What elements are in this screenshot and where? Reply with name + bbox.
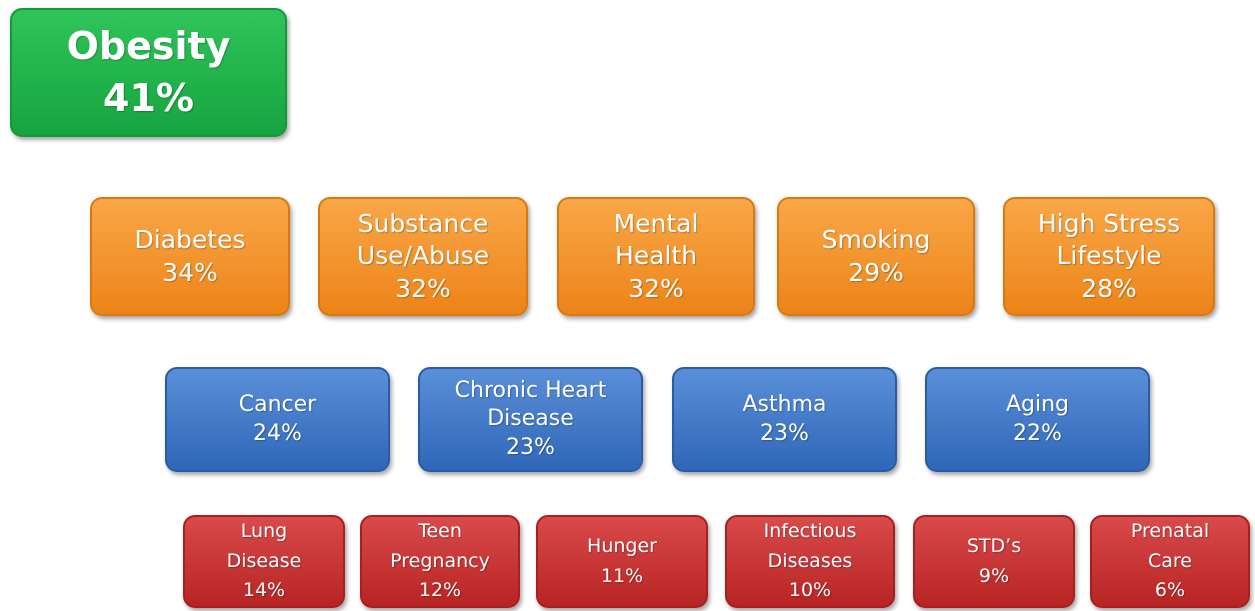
box-label: Hunger bbox=[587, 535, 657, 558]
box-label: Lung bbox=[240, 520, 288, 543]
box-value: 28% bbox=[1081, 273, 1137, 303]
box-value: 29% bbox=[848, 257, 904, 287]
box-value: 23% bbox=[506, 434, 555, 460]
box-label: Diseases bbox=[767, 549, 853, 572]
category-box: Teen Pregnancy 12% bbox=[360, 515, 520, 608]
box-value: 6% bbox=[1154, 579, 1186, 602]
box-label: Disease bbox=[226, 549, 302, 572]
box-label: Disease bbox=[487, 406, 574, 432]
category-box: Hunger 11% bbox=[536, 515, 708, 608]
box-label: Lifestyle bbox=[1056, 241, 1162, 271]
box-label: Prenatal bbox=[1130, 520, 1210, 543]
box-label: STD’s bbox=[966, 535, 1022, 558]
box-value: 11% bbox=[600, 564, 644, 587]
box-value: 24% bbox=[253, 420, 302, 446]
box-label: Obesity bbox=[66, 24, 231, 69]
box-label: Use/Abuse bbox=[356, 241, 490, 271]
box-label: Asthma bbox=[742, 391, 827, 417]
box-value: 23% bbox=[760, 420, 809, 446]
category-box: Mental Health 32% bbox=[557, 197, 755, 316]
category-box: STD’s 9% bbox=[913, 515, 1075, 608]
category-box: Chronic Heart Disease 23% bbox=[418, 367, 643, 472]
category-box: Smoking 29% bbox=[777, 197, 975, 316]
box-label: Cancer bbox=[238, 391, 317, 417]
box-label: Pregnancy bbox=[390, 549, 490, 572]
box-label: High Stress bbox=[1037, 208, 1181, 238]
category-box: Aging 22% bbox=[925, 367, 1150, 472]
box-value: 10% bbox=[788, 579, 832, 602]
box-value: 14% bbox=[242, 579, 286, 602]
category-box: Obesity 41% bbox=[10, 8, 287, 137]
category-box: Infectious Diseases 10% bbox=[725, 515, 895, 608]
box-label: Care bbox=[1148, 549, 1192, 572]
box-label: Health bbox=[614, 241, 698, 271]
box-value: 22% bbox=[1013, 420, 1062, 446]
box-label: Smoking bbox=[821, 225, 931, 254]
box-value: 34% bbox=[162, 257, 218, 287]
box-value: 9% bbox=[978, 564, 1010, 587]
box-label: Diabetes bbox=[134, 225, 246, 254]
box-value: 12% bbox=[418, 579, 462, 602]
category-box: Prenatal Care 6% bbox=[1090, 515, 1250, 608]
box-label: Aging bbox=[1005, 391, 1070, 417]
category-box: High Stress Lifestyle 28% bbox=[1003, 197, 1215, 316]
box-label: Infectious bbox=[763, 520, 857, 543]
box-label: Mental bbox=[613, 208, 699, 238]
box-value: 32% bbox=[395, 273, 451, 303]
category-box: Cancer 24% bbox=[165, 367, 390, 472]
box-label: Chronic Heart bbox=[454, 377, 607, 403]
box-label: Substance bbox=[357, 208, 489, 238]
box-value: 41% bbox=[103, 75, 194, 120]
box-label: Teen bbox=[418, 520, 462, 543]
category-box: Substance Use/Abuse 32% bbox=[318, 197, 528, 316]
category-box: Diabetes 34% bbox=[90, 197, 290, 316]
category-box: Lung Disease 14% bbox=[183, 515, 345, 608]
category-box: Asthma 23% bbox=[672, 367, 897, 472]
box-value: 32% bbox=[628, 273, 684, 303]
